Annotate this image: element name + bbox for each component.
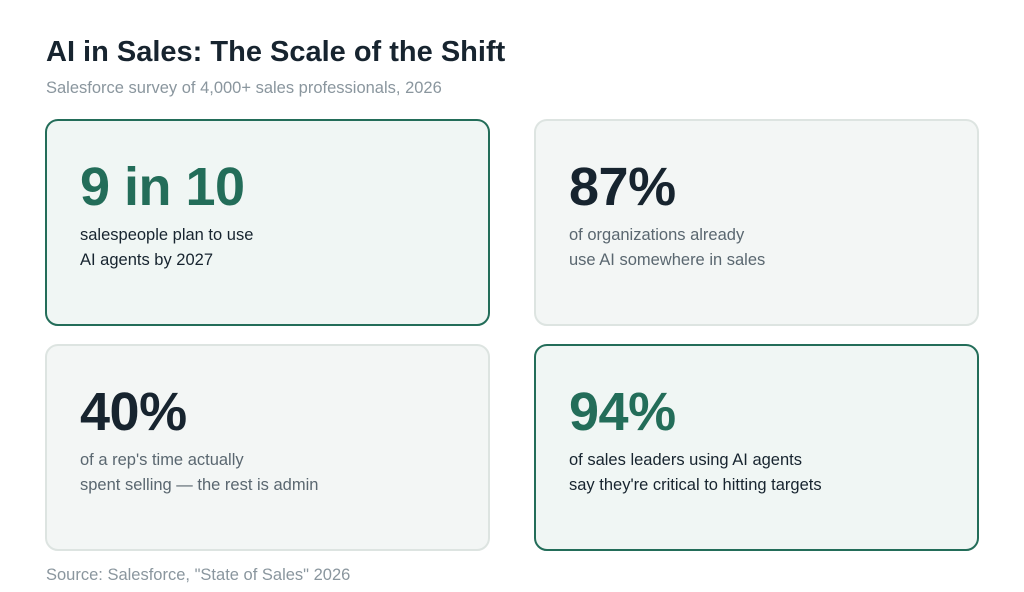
source-note: Source: Salesforce, "State of Sales" 202…	[46, 566, 351, 584]
stat-description: salespeople plan to use AI agents by 202…	[80, 223, 253, 273]
stat-card-ai-agents-plan: 9 in 10 salespeople plan to use AI agent…	[45, 119, 490, 326]
stat-description: of sales leaders using AI agents say the…	[569, 448, 822, 498]
stat-value: 9 in 10	[80, 157, 245, 217]
stat-card-leaders-critical: 94% of sales leaders using AI agents say…	[534, 344, 979, 551]
stat-description-line: of a rep's time actually	[80, 451, 244, 469]
stat-description-line: use AI somewhere in sales	[569, 251, 766, 269]
stat-description-line: salespeople plan to use	[80, 226, 254, 244]
page-subtitle: Salesforce survey of 4,000+ sales profes…	[46, 79, 442, 97]
stat-value: 40%	[80, 382, 187, 442]
stat-description-line: say they're critical to hitting targets	[569, 476, 822, 494]
stat-description-line: of sales leaders using AI agents	[569, 451, 802, 469]
stat-description-line: AI agents by 2027	[80, 251, 214, 269]
stat-description-line: of organizations already	[569, 226, 745, 244]
stat-description: of a rep's time actually spent selling —…	[80, 448, 318, 498]
stat-card-time-selling: 40% of a rep's time actually spent selli…	[45, 344, 490, 551]
stat-description: of organizations already use AI somewher…	[569, 223, 765, 273]
stat-description-line: spent selling — the rest is admin	[80, 476, 319, 494]
page-title: AI in Sales: The Scale of the Shift	[46, 36, 506, 68]
stat-value: 94%	[569, 382, 676, 442]
stat-value: 87%	[569, 157, 676, 217]
stat-card-orgs-using-ai: 87% of organizations already use AI some…	[534, 119, 979, 326]
